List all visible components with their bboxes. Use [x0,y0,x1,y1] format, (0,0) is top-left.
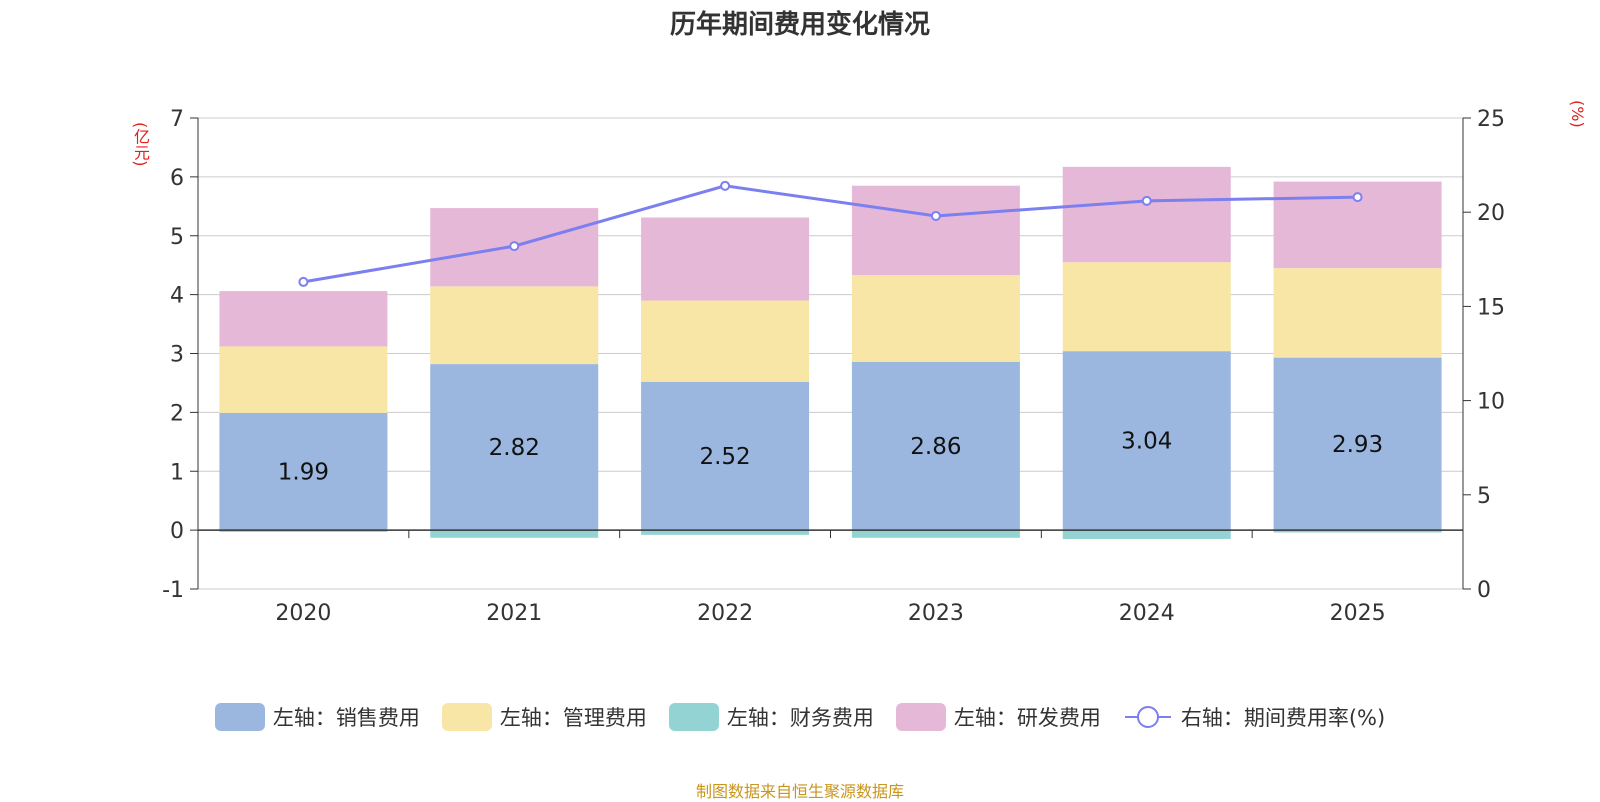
bar-sales [1273,357,1442,531]
rate-point [720,180,731,191]
bar-value-label: 2.93 [1332,432,1383,458]
bar-admin [1273,268,1442,358]
bar-rnd [641,217,810,301]
legend-label-rate: 右轴：期间费用率(%) [1180,706,1386,730]
bar-sales [430,364,599,531]
bar-sales [1062,351,1231,531]
legend-item-rnd[interactable]: 左轴：研发费用 [895,702,1101,732]
rate-line [303,184,1358,284]
legend-swatch-sales [214,703,265,731]
right-axis-tick-label: 20 [1477,201,1505,226]
bar-finance [641,530,810,535]
legend-line-icon [1124,706,1171,728]
left-axis-tick-label: 2 [170,401,184,426]
source-note: 制图数据来自恒生聚源数据库 [695,782,904,801]
chart-title: 历年期间费用变化情况 [669,10,930,40]
bar-admin [219,346,388,413]
legend-swatch-admin [441,703,492,731]
bar-sales [641,381,810,531]
rate-point [1352,192,1363,203]
legend-item-admin[interactable]: 左轴：管理费用 [441,702,647,732]
bar-value-label: 2.82 [489,435,540,461]
legend-label-sales: 左轴：销售费用 [272,706,420,730]
bar-finance [1062,530,1231,539]
legend-swatch-rnd [895,703,946,731]
rate-point [298,276,309,287]
legend-item-finance[interactable]: 左轴：财务费用 [668,702,874,732]
legend-label-admin: 左轴：管理费用 [499,706,647,730]
legend-swatch-finance [668,703,719,731]
right-axis-tick-label: 5 [1477,484,1491,509]
left-axis-tick-label: 1 [170,460,184,485]
left-axis-tick-label: 0 [170,519,184,544]
right-axis-tick-label: 10 [1477,390,1505,415]
bar-finance [430,530,599,538]
left-axis-tick-label: 7 [170,107,184,132]
right-axis-tick-label: 15 [1477,295,1505,320]
legend: 左轴：销售费用 左轴：管理费用 左轴：财务费用 左轴：研发费用 右轴：期间费用率… [0,702,1600,732]
x-axis-category-label: 2021 [486,601,542,626]
left-axis-tick-label: 6 [170,166,184,191]
legend-label-finance: 左轴：财务费用 [726,706,874,730]
right-axis-tick-label: 25 [1477,107,1505,132]
left-axis-unit: (亿元) [131,122,150,167]
bar-sales [851,361,1020,531]
x-axis-category-label: 2023 [908,601,964,626]
left-axis-tick-label: 3 [170,343,184,368]
bar-value-label: 1.99 [278,460,329,486]
bar-sales [219,412,388,531]
rate-point [1141,195,1152,206]
left-axis-tick-label: 4 [170,284,184,309]
bar-admin [851,275,1020,362]
left-axis-tick-label: 5 [170,225,184,250]
bar-value-label: 2.52 [699,444,750,470]
x-axis-category-label: 2025 [1330,601,1386,626]
rate-point [509,241,520,252]
x-axis-category-label: 2022 [697,601,753,626]
bar-rnd [219,291,388,347]
bar-finance [219,530,388,532]
bar-admin [430,286,599,365]
bar-admin [1062,262,1231,352]
legend-label-rnd: 左轴：研发费用 [953,706,1101,730]
bar-rnd [1062,166,1231,263]
legend-item-rate[interactable]: 右轴：期间费用率(%) [1123,702,1385,732]
bar-rnd [851,185,1020,276]
bar-value-label: 3.04 [1121,429,1172,455]
x-axis-category-label: 2024 [1119,601,1175,626]
legend-item-sales[interactable]: 左轴：销售费用 [214,702,420,732]
left-axis-tick-label: -1 [162,578,184,603]
bar-finance [1273,530,1442,533]
bar-value-label: 2.86 [910,434,961,460]
rate-point [930,210,941,221]
right-axis-tick-label: 0 [1477,578,1491,603]
x-axis-category-label: 2020 [275,601,331,626]
bar-admin [641,300,810,382]
bar-finance [851,530,1020,538]
right-axis-unit: (%) [1568,100,1587,128]
